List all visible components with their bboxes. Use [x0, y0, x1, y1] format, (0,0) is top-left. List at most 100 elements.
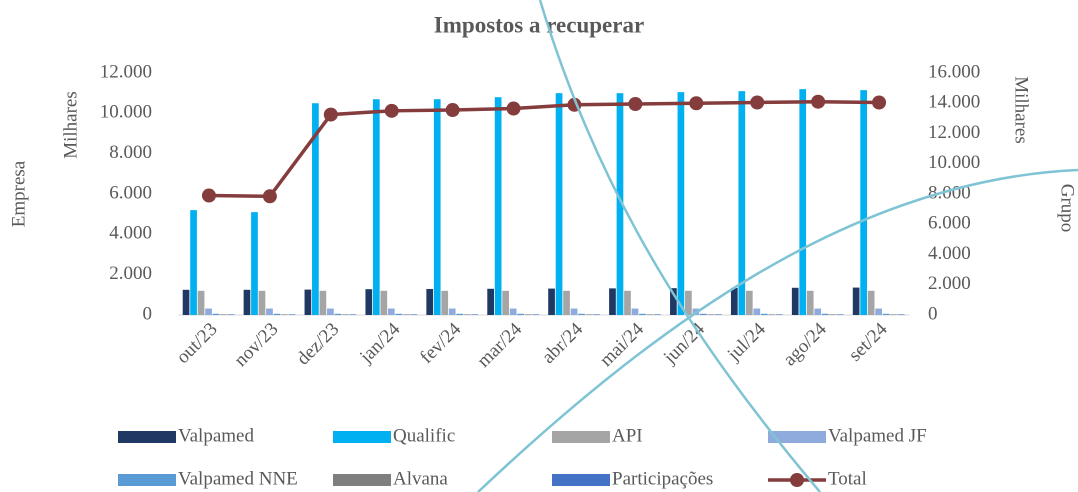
bar: [836, 314, 844, 315]
bar: [456, 313, 464, 315]
y2-tick-label: 14.000: [928, 92, 980, 113]
legend-item: Total: [768, 468, 867, 489]
bar: [753, 308, 761, 315]
line-marker: [872, 95, 887, 110]
bar: [875, 308, 882, 315]
bar: [426, 288, 434, 315]
y-axis-title: Empresa: [8, 160, 29, 227]
bar: [273, 313, 281, 315]
x-tick-label: nov/23: [230, 319, 282, 371]
bar: [402, 314, 410, 315]
y-tick-label: 2.000: [109, 263, 152, 284]
bar: [342, 314, 349, 315]
legend-label: Qualific: [393, 425, 455, 446]
y-tick-label: 8.000: [109, 142, 152, 163]
y2-tick-label: 12.000: [928, 122, 980, 143]
bar: [365, 289, 373, 315]
bar: [730, 287, 738, 315]
x-tick-label: dez/23: [293, 319, 344, 370]
bar: [251, 212, 258, 315]
y2-tick-label: 6.000: [928, 213, 971, 234]
bar: [334, 313, 342, 315]
bar: [281, 314, 288, 315]
line-marker: [201, 188, 216, 203]
x-tick-label: jan/24: [355, 318, 404, 367]
bar: [646, 314, 654, 315]
chart-title: Impostos a recuperar: [434, 12, 644, 37]
bar: [760, 313, 768, 315]
bar: [882, 313, 890, 315]
y-tick-label: 10.000: [100, 102, 152, 123]
bar: [799, 89, 807, 315]
y-tick-label: 4.000: [109, 223, 152, 244]
bar: [670, 288, 677, 315]
x-tick-label: mai/24: [596, 318, 649, 371]
x-tick-label: out/23: [172, 319, 221, 368]
bar: [768, 314, 776, 315]
bar: [509, 308, 517, 315]
bar: [243, 289, 251, 315]
legend-item: Valpamed NNE: [118, 468, 298, 489]
legend-item: Valpamed: [118, 425, 254, 446]
x-tick-label: fev/24: [416, 318, 466, 368]
legend-item: API: [552, 425, 643, 446]
legend-swatch: [790, 473, 804, 487]
y-tick-label: 12.000: [100, 61, 152, 82]
bar: [517, 313, 524, 315]
y-axis-unit: Milhares: [60, 91, 81, 159]
line-marker: [750, 95, 765, 110]
bar: [190, 210, 197, 315]
bar: [867, 290, 875, 315]
decoration-curve: [477, 168, 1078, 492]
bar: [487, 288, 494, 315]
y-tick-label: 6.000: [109, 182, 152, 203]
y2-tick-label: 0: [928, 303, 938, 324]
bar: [502, 290, 509, 315]
bar: [387, 308, 395, 315]
bar: [745, 290, 753, 315]
bar: [639, 313, 646, 315]
bar: [494, 97, 502, 315]
bar: [463, 314, 471, 315]
bar: [372, 99, 380, 315]
bar: [585, 314, 593, 315]
line-marker: [689, 96, 704, 111]
bar: [806, 290, 814, 315]
bar: [593, 314, 600, 315]
bar: [212, 313, 220, 315]
bar: [685, 290, 692, 315]
bar: [616, 93, 624, 316]
x-tick-label: mar/24: [473, 318, 526, 371]
line-marker: [384, 103, 399, 118]
legend-label: Participações: [612, 468, 713, 489]
line-marker: [445, 103, 460, 118]
bar: [349, 314, 357, 315]
bar: [258, 290, 266, 315]
legend-label: API: [612, 425, 643, 446]
bar: [700, 313, 707, 315]
bar: [471, 314, 479, 315]
bar: [814, 308, 822, 315]
legend-swatch: [768, 431, 826, 443]
y2-tick-label: 2.000: [928, 273, 971, 294]
legend-label: Alvana: [393, 468, 448, 489]
bar: [197, 290, 205, 315]
bar: [631, 308, 639, 315]
legend-swatch: [333, 431, 391, 443]
legend-label: Valpamed NNE: [178, 468, 298, 489]
bar: [897, 314, 905, 315]
bar: [266, 308, 273, 315]
line-marker: [323, 107, 338, 122]
bar: [775, 314, 783, 315]
bar: [738, 91, 746, 316]
bar: [524, 314, 532, 315]
bar: [441, 290, 449, 315]
bar: [715, 314, 722, 315]
bar: [624, 290, 631, 315]
y2-axis-title: Grupo: [1057, 184, 1078, 233]
legend-swatch: [333, 474, 391, 486]
line-marker: [262, 189, 277, 204]
bar: [852, 287, 860, 315]
legend-label: Total: [828, 468, 867, 489]
bar: [609, 288, 616, 315]
